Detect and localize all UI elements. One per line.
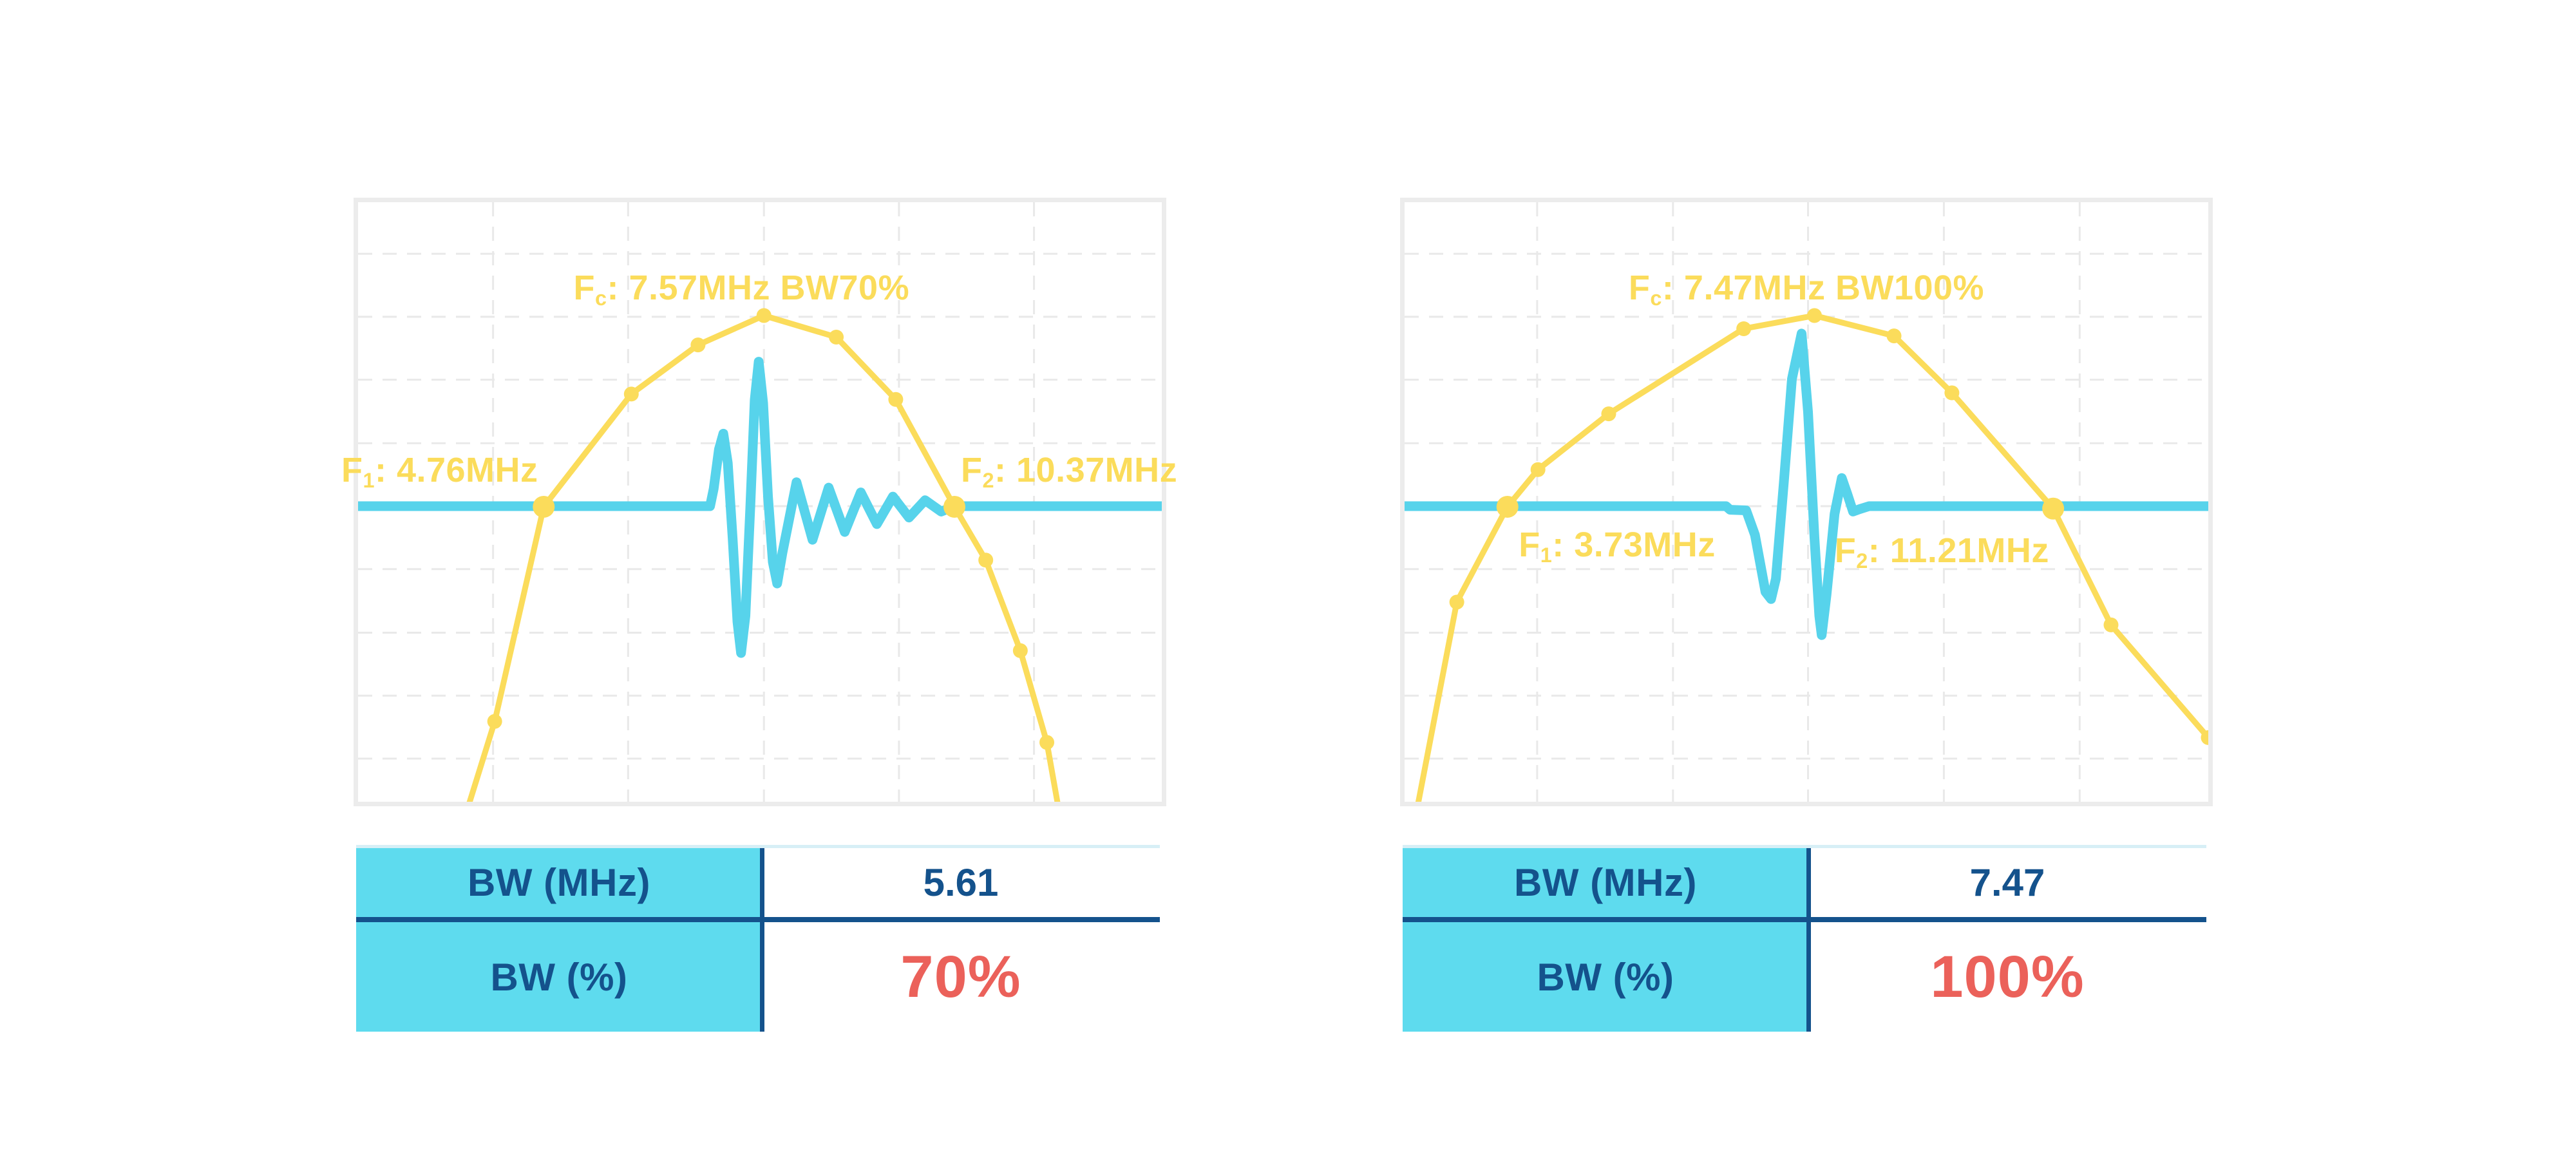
table-row-divider-line: [1403, 917, 2206, 922]
fc-subscript: c: [1650, 287, 1662, 310]
f2-value-text: : 10.37MHz: [994, 451, 1178, 490]
table-row: BW (%) 70%: [356, 922, 1160, 1032]
table-row: BW (MHz) 5.61: [356, 848, 1160, 917]
f2-subscript: 2: [982, 469, 995, 493]
f1-annotation: F1: 3.73MHz: [1519, 525, 1716, 567]
f1-annotation: F1: 4.76MHz: [341, 450, 538, 493]
f2-subscript: 2: [1856, 549, 1868, 572]
bw-percent-value-cell: 100%: [1808, 922, 2206, 1032]
bw-percent-label-cell: BW (%): [356, 922, 762, 1032]
spectrum-pulse-chart: [1405, 202, 2208, 802]
f1-subscript: 1: [1540, 543, 1553, 567]
f1-value-text: : 3.73MHz: [1552, 525, 1716, 564]
f2-value-text: : 11.21MHz: [1868, 531, 2049, 570]
f1-symbol: F: [1519, 525, 1540, 564]
table-top-accent-line: [1403, 845, 2206, 848]
fc-symbol: F: [573, 269, 595, 308]
fc-value-text: : 7.47MHz BW100%: [1662, 269, 1985, 308]
table-row: BW (MHz) 7.47: [1403, 848, 2206, 917]
bandwidth-table-bw100: BW (MHz) 7.47 BW (%) 100%: [1403, 845, 2206, 1032]
fc-symbol: F: [1628, 269, 1651, 308]
bw-mhz-value-cell: 7.47: [1808, 848, 2206, 917]
bw-percent-label-cell: BW (%): [1403, 922, 1808, 1032]
table-row-divider-line: [356, 917, 1160, 922]
plot-panel-bw100: Fc: 7.47MHz BW100% F1: 3.73MHz F2: 11.21…: [1400, 198, 2213, 806]
f1-subscript: 1: [363, 469, 375, 493]
center-frequency-annotation: Fc: 7.47MHz BW100%: [1628, 268, 1985, 310]
f1-value-text: : 4.76MHz: [374, 451, 538, 490]
fc-value-text: : 7.57MHz BW70%: [607, 269, 910, 308]
bandwidth-table-bw70: BW (MHz) 5.61 BW (%) 70%: [356, 845, 1160, 1032]
spectrum-pulse-chart: [358, 202, 1162, 802]
table-column-divider-line: [760, 848, 764, 1032]
f2-symbol: F: [961, 451, 983, 490]
f2-annotation: F2: 11.21MHz: [1834, 531, 2049, 572]
bw-mhz-label-cell: BW (MHz): [356, 848, 762, 917]
f2-symbol: F: [1834, 531, 1857, 570]
table-top-accent-line: [356, 845, 1160, 848]
table-column-divider-line: [1806, 848, 1811, 1032]
bw-mhz-label-cell: BW (MHz): [1403, 848, 1808, 917]
plot-panel-bw70: Fc: 7.57MHz BW70% F1: 4.76MHz F2: 10.37M…: [341, 198, 1177, 806]
f2-annotation: F2: 10.37MHz: [961, 450, 1178, 493]
f1-symbol: F: [341, 451, 363, 490]
bw-mhz-value-cell: 5.61: [762, 848, 1160, 917]
fc-subscript: c: [594, 287, 607, 310]
bw-percent-value-cell: 70%: [762, 922, 1160, 1032]
table-row: BW (%) 100%: [1403, 922, 2206, 1032]
center-frequency-annotation: Fc: 7.57MHz BW70%: [573, 268, 910, 310]
